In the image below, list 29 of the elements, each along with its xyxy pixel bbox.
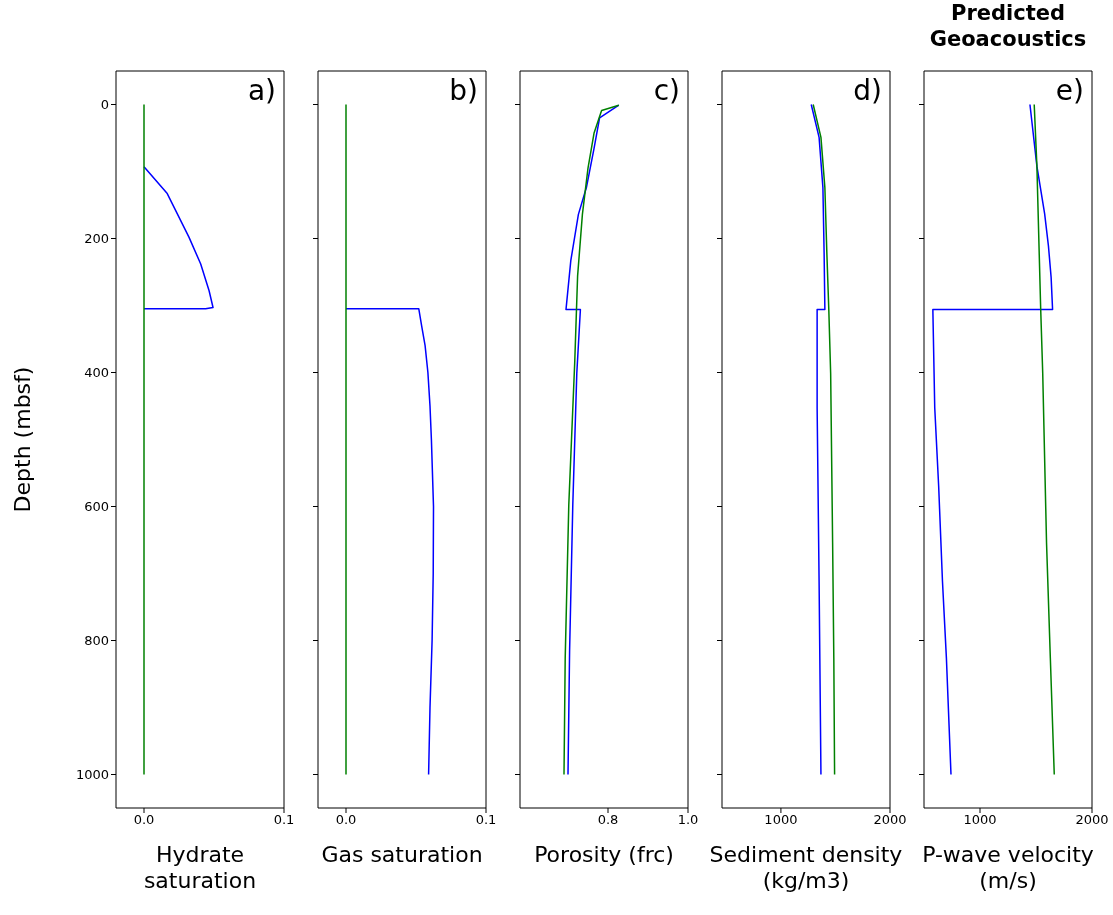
annotation: a) bbox=[247, 74, 276, 107]
x-tick-label: 0.0 bbox=[133, 812, 155, 828]
line-series bbox=[143, 166, 214, 310]
annotation: d) bbox=[853, 74, 882, 107]
x-tick-label: 0.1 bbox=[273, 812, 295, 828]
x-tick-label: 2000 bbox=[1075, 812, 1109, 828]
y-tick-label: 1000 bbox=[75, 767, 109, 783]
x-tick-label: 0.1 bbox=[475, 812, 497, 828]
y-tick-label: 800 bbox=[84, 633, 109, 649]
x-tick-label: 1000 bbox=[963, 812, 997, 828]
x-axis-title: Hydrate saturation bbox=[142, 842, 258, 894]
x-tick-label: 0.8 bbox=[597, 812, 619, 828]
annotation: c) bbox=[653, 74, 680, 107]
x-tick-label: 2000 bbox=[873, 812, 907, 828]
chart-title: Predicted Geoacoustics bbox=[928, 0, 1088, 52]
y-tick-label: 600 bbox=[84, 499, 109, 515]
x-axis-title: Sediment density (kg/m3) bbox=[708, 842, 904, 894]
annotation: b) bbox=[449, 74, 478, 107]
x-axis-title: Porosity (frc) bbox=[533, 842, 675, 868]
x-tick-label: 0.0 bbox=[335, 812, 357, 828]
annotation: e) bbox=[1055, 74, 1084, 107]
x-tick-label: 1000 bbox=[764, 812, 798, 828]
y-axis-title: Depth (mbsf) bbox=[9, 366, 35, 513]
x-axis-title: P-wave velocity (m/s) bbox=[921, 842, 1095, 894]
y-tick-label: 0 bbox=[100, 97, 109, 113]
x-axis-title: Gas saturation bbox=[320, 842, 484, 868]
x-tick-label: 1.0 bbox=[677, 812, 699, 828]
y-tick-label: 400 bbox=[84, 365, 109, 381]
y-tick-label: 200 bbox=[84, 231, 109, 247]
